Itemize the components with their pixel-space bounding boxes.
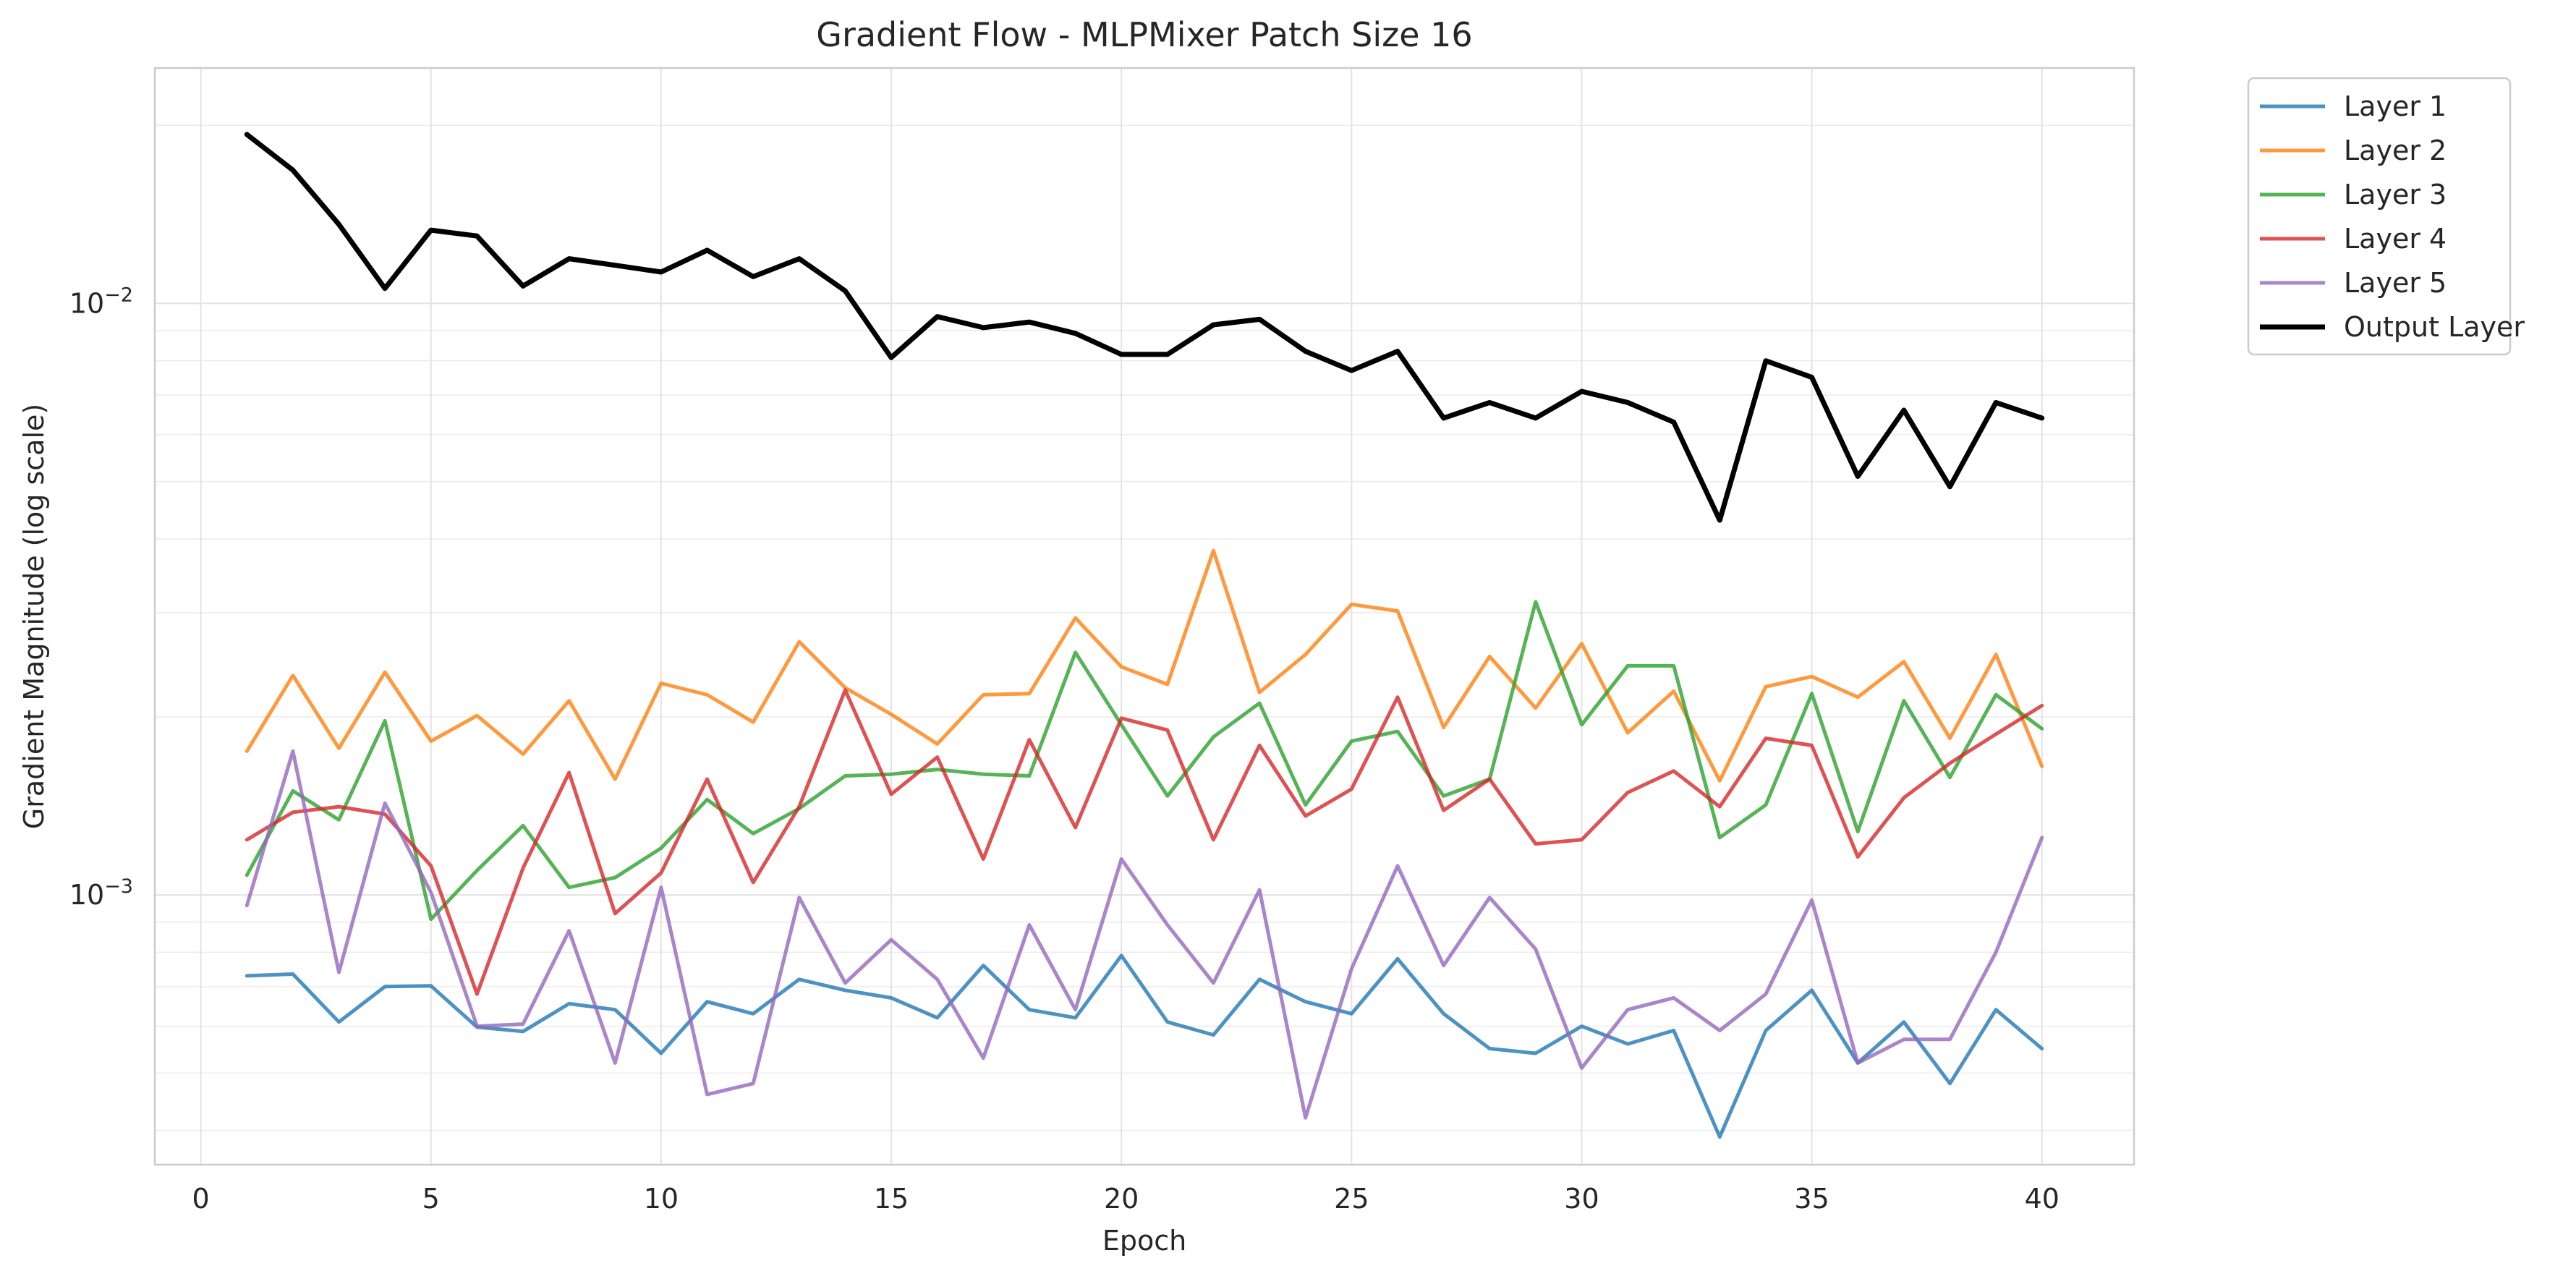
legend-items: Layer 1 Layer 2 Layer 3 Layer 4 Layer 5 Outpu… (2260, 90, 2525, 343)
x-tick-label: 15 (874, 1183, 909, 1215)
legend: Layer 1 Layer 2 Layer 3 Layer 4 Layer 5 Outpu… (2247, 77, 2525, 356)
legend-label: Layer 3 (2344, 179, 2447, 211)
series-line-layer-1 (245, 953, 2044, 1139)
x-axis-label: Epoch (1102, 1225, 1186, 1257)
series-line-layer-3 (245, 600, 2044, 922)
series-line-layer-5 (245, 749, 2044, 1120)
plot-area-background (155, 68, 2134, 1165)
grid-lines (155, 68, 2134, 1165)
y-tick-label: 10−2 (69, 284, 133, 319)
x-tick-label: 20 (1104, 1183, 1139, 1215)
legend-label: Layer 4 (2344, 223, 2447, 255)
chart-title: Gradient Flow - MLPMixer Patch Size 16 (816, 15, 1472, 54)
x-tick-label: 10 (644, 1183, 679, 1215)
x-tick-label: 25 (1334, 1183, 1369, 1215)
series-line-output-layer (244, 132, 2045, 523)
series-lines (244, 132, 2045, 1139)
legend-label: Layer 5 (2344, 267, 2447, 299)
y-axis-label: Gradient Magnitude (log scale) (18, 404, 50, 829)
series-line-layer-2 (245, 548, 2044, 783)
legend-label: Layer 1 (2344, 90, 2447, 122)
series-line-layer-4 (245, 688, 2044, 996)
x-tick-labels: 0 5 10 15 20 25 30 35 40 (192, 1183, 2059, 1215)
y-tick-labels: 10−3 10−2 (69, 284, 133, 911)
x-tick-label: 30 (1564, 1183, 1599, 1215)
y-tick-label: 10−3 (69, 875, 133, 911)
x-tick-label: 35 (1794, 1183, 1829, 1215)
x-tick-label: 40 (2025, 1183, 2059, 1215)
plot-area-frame (153, 67, 2135, 1166)
legend-frame (2247, 77, 2512, 356)
legend-label: Output Layer (2344, 311, 2525, 343)
x-tick-label: 0 (192, 1183, 210, 1215)
x-tick-label: 5 (422, 1183, 440, 1215)
legend-label: Layer 2 (2344, 135, 2447, 166)
